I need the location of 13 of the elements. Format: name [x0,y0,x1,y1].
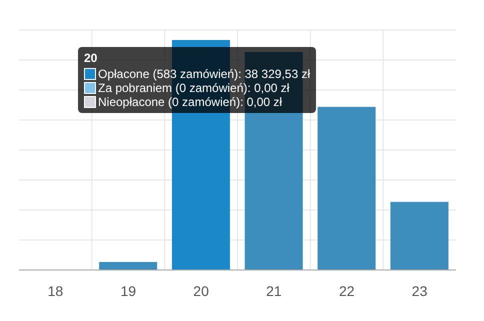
annotation: Opłacone (583 zamówień): 38 329,53 zł [98,67,310,81]
x-tick-label: 22 [338,282,355,299]
x-tick-label: 19 [120,282,136,299]
x-tick-label: 20 [193,282,210,299]
annotation: Nieopłacone (0 zamówień): 0,00 zł [98,95,282,109]
annotation: 20 [84,51,98,65]
bar [390,202,448,270]
x-tick-label: 21 [266,282,282,299]
x-tick-label: 18 [48,282,64,299]
bar [99,262,158,270]
bar [318,106,376,270]
annotation: Za pobraniem (0 zamówień): 0,00 zł [98,81,290,95]
x-tick-label: 23 [412,282,428,299]
